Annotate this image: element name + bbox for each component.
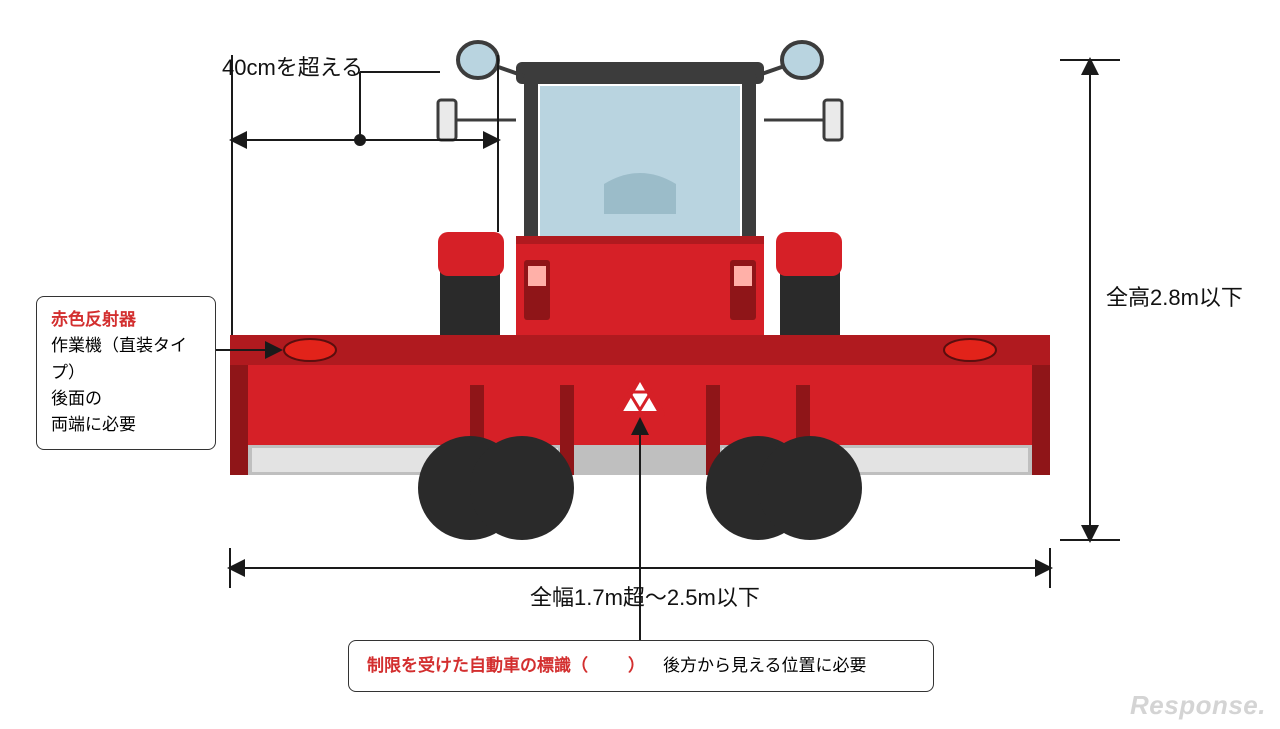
cab	[516, 62, 764, 336]
sign-callout-title-pre: 制限を受けた自動車の標識（	[367, 653, 588, 679]
watermark: Response.	[1130, 690, 1266, 721]
diagram-stage: 40cmを超える 全高2.8m以下 全幅1.7m超～2.5m以下 赤色反射器 作…	[0, 0, 1280, 729]
height-label: 全高2.8m以下	[1106, 280, 1243, 312]
overhang-label: 40cmを超える	[222, 50, 363, 82]
reflector-left-icon	[284, 339, 336, 361]
reflector-callout: 赤色反射器 作業機（直装タイプ） 後面の 両端に必要	[36, 296, 216, 450]
reflector-right-icon	[944, 339, 996, 361]
reflector-callout-line: 後面の	[51, 386, 201, 412]
reflector-callout-line: 作業機（直装タイプ）	[51, 333, 201, 386]
sign-callout: 制限を受けた自動車の標識（ ） 後方から見える位置に必要	[348, 640, 934, 692]
reflector-callout-line: 両端に必要	[51, 412, 201, 438]
width-label: 全幅1.7m超～2.5m以下	[530, 580, 760, 612]
sign-callout-note: 後方から見える位置に必要	[663, 653, 867, 679]
sign-callout-title-post: ）	[628, 653, 645, 679]
reflector-callout-title: 赤色反射器	[51, 307, 201, 333]
